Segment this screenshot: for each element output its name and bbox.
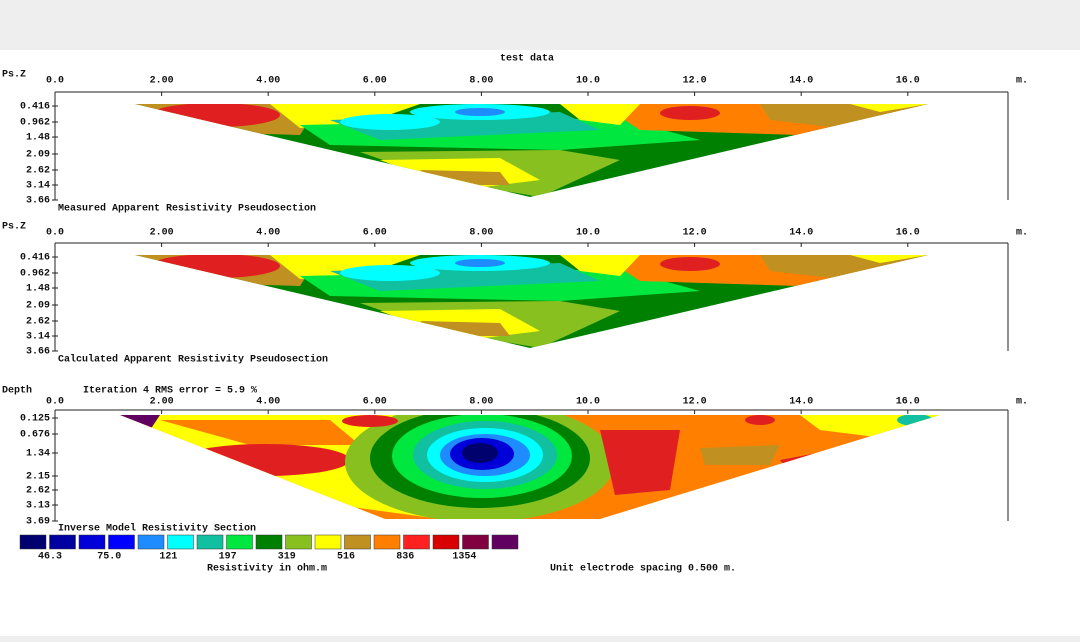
depth-tick-label: 0.676 bbox=[20, 430, 50, 441]
legend-swatch bbox=[403, 534, 430, 550]
section-caption: Inverse Model Resistivity Section bbox=[58, 523, 256, 535]
depth-tick-label: 3.14 bbox=[26, 181, 50, 192]
model-section bbox=[120, 415, 940, 519]
x-tick-label: 14.0 bbox=[789, 228, 813, 239]
depth-tick-label: 0.125 bbox=[20, 414, 50, 425]
axis-label: Ps.Z bbox=[2, 70, 26, 81]
x-tick-label: 4.00 bbox=[256, 76, 280, 87]
legend-label: 1354 bbox=[452, 552, 476, 563]
x-tick-label: 16.0 bbox=[896, 76, 920, 87]
section-caption: Calculated Apparent Resistivity Pseudose… bbox=[58, 354, 328, 366]
depth-tick-label: 2.15 bbox=[26, 472, 50, 483]
x-tick-label: 0.0 bbox=[46, 397, 64, 408]
legend-label: 836 bbox=[396, 552, 414, 563]
depth-tick-label: 2.62 bbox=[26, 317, 50, 328]
unit-label: m. bbox=[1016, 397, 1028, 408]
legend-swatch bbox=[344, 534, 371, 550]
x-tick-label: 2.00 bbox=[150, 228, 174, 239]
x-tick-label: 14.0 bbox=[789, 397, 813, 408]
x-tick-label: 8.00 bbox=[469, 397, 493, 408]
unit-label: m. bbox=[1016, 228, 1028, 239]
x-tick-label: 12.0 bbox=[683, 397, 707, 408]
legend-label: 319 bbox=[278, 552, 296, 563]
legend-label: 46.3 bbox=[38, 552, 62, 563]
legend-label: 121 bbox=[159, 552, 177, 563]
depth-tick-label: 3.69 bbox=[26, 517, 50, 528]
x-tick-label: 12.0 bbox=[683, 228, 707, 239]
x-tick-label: 4.00 bbox=[256, 397, 280, 408]
top-band bbox=[0, 0, 1080, 50]
legend-swatch bbox=[255, 534, 283, 550]
legend-swatch bbox=[373, 534, 401, 550]
x-tick-label: 8.00 bbox=[469, 228, 493, 239]
depth-tick-label: 0.962 bbox=[20, 269, 50, 280]
legend-label: 516 bbox=[337, 552, 355, 563]
footer-note: Unit electrode spacing 0.500 m. bbox=[550, 563, 736, 575]
depth-tick-label: 2.09 bbox=[26, 301, 50, 312]
x-tick-label: 0.0 bbox=[46, 76, 64, 87]
depth-tick-label: 1.48 bbox=[26, 133, 50, 144]
legend-swatch bbox=[137, 534, 165, 550]
legend-swatch bbox=[226, 534, 253, 550]
legend-swatch bbox=[108, 534, 135, 550]
iteration-note: Iteration 4 RMS error = 5.9 % bbox=[83, 385, 257, 397]
legend-swatch bbox=[314, 534, 342, 550]
depth-tick-label: 2.62 bbox=[26, 166, 50, 177]
x-tick-label: 2.00 bbox=[150, 397, 174, 408]
x-tick-label: 6.00 bbox=[363, 397, 387, 408]
legend-label: 197 bbox=[219, 552, 237, 563]
legend-swatch bbox=[491, 534, 519, 550]
pseudosection-calculated bbox=[130, 251, 930, 351]
depth-tick-label: 0.962 bbox=[20, 118, 50, 129]
x-tick-label: 2.00 bbox=[150, 76, 174, 87]
legend-swatch bbox=[196, 534, 224, 550]
legend-title: Resistivity in ohm.m bbox=[207, 563, 327, 575]
depth-tick-label: 0.416 bbox=[20, 253, 50, 264]
axis-label: Ps.Z bbox=[2, 222, 26, 233]
depth-tick-label: 3.66 bbox=[26, 347, 50, 358]
x-tick-label: 16.0 bbox=[896, 397, 920, 408]
depth-tick-label: 1.48 bbox=[26, 284, 50, 295]
title: test data bbox=[500, 53, 554, 65]
x-tick-label: 8.00 bbox=[469, 76, 493, 87]
x-tick-label: 14.0 bbox=[789, 76, 813, 87]
depth-tick-label: 3.14 bbox=[26, 332, 50, 343]
x-tick-label: 6.00 bbox=[363, 228, 387, 239]
x-tick-label: 16.0 bbox=[896, 228, 920, 239]
axis-label: Depth bbox=[2, 385, 32, 397]
legend-swatch bbox=[167, 534, 194, 550]
x-tick-label: 10.0 bbox=[576, 76, 600, 87]
x-tick-label: 10.0 bbox=[576, 228, 600, 239]
legend-swatch bbox=[49, 534, 76, 550]
legend-swatch bbox=[78, 534, 106, 550]
depth-tick-label: 2.09 bbox=[26, 150, 50, 161]
depth-tick-label: 2.62 bbox=[26, 486, 50, 497]
legend-swatch bbox=[19, 534, 47, 550]
depth-tick-label: 1.34 bbox=[26, 449, 50, 460]
legend-swatch bbox=[462, 534, 489, 550]
x-tick-label: 6.00 bbox=[363, 76, 387, 87]
x-tick-label: 4.00 bbox=[256, 228, 280, 239]
legend-swatch bbox=[432, 534, 460, 550]
pseudosection-measured bbox=[130, 100, 930, 200]
depth-tick-label: 0.416 bbox=[20, 102, 50, 113]
depth-tick-label: 3.13 bbox=[26, 501, 50, 512]
depth-tick-label: 3.66 bbox=[26, 196, 50, 207]
legend-swatch bbox=[285, 534, 312, 550]
x-tick-label: 12.0 bbox=[683, 76, 707, 87]
section-caption: Measured Apparent Resistivity Pseudosect… bbox=[58, 203, 316, 215]
unit-label: m. bbox=[1016, 76, 1028, 87]
x-tick-label: 0.0 bbox=[46, 228, 64, 239]
legend-label: 75.0 bbox=[97, 552, 121, 563]
bottom-band bbox=[0, 636, 1080, 642]
x-tick-label: 10.0 bbox=[576, 397, 600, 408]
